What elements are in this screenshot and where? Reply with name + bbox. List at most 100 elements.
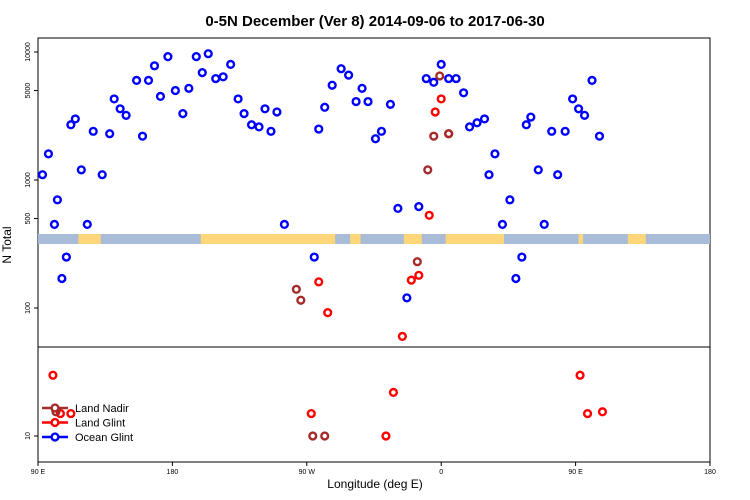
ocean-glint-point bbox=[414, 201, 424, 212]
ocean-glint-point bbox=[121, 110, 131, 120]
land-glint-point bbox=[436, 94, 446, 104]
ocean-glint-point bbox=[82, 219, 92, 229]
ocean-glint-point bbox=[357, 83, 367, 93]
ocean-glint-point bbox=[203, 49, 213, 59]
data-points bbox=[37, 49, 608, 441]
surface-band bbox=[38, 234, 710, 244]
x-axis: 90 E 180 90 W 0 90 E 180 bbox=[31, 462, 716, 476]
ocean-glint-point bbox=[260, 104, 270, 114]
legend-item: Land Glint bbox=[42, 418, 125, 430]
ocean-glint-point bbox=[351, 96, 361, 107]
land-glint-point bbox=[430, 107, 440, 117]
ocean-glint-point bbox=[184, 83, 194, 93]
ocean-glint-point bbox=[226, 59, 236, 70]
ocean-glint-point bbox=[490, 149, 500, 159]
ocean-glint-point bbox=[553, 170, 563, 180]
land-glint-point bbox=[397, 331, 407, 341]
legend-label: Ocean Glint bbox=[75, 432, 133, 444]
chart-title: 0-5N December (Ver 8) 2014-09-06 to 2017… bbox=[205, 13, 544, 30]
ocean-glint-point bbox=[539, 219, 549, 229]
ocean-glint-point bbox=[573, 104, 584, 114]
legend-item: Land Nadir bbox=[42, 403, 129, 415]
ocean-glint-point bbox=[497, 219, 508, 229]
x-tick-label: 180 bbox=[704, 469, 716, 476]
land-band-segment bbox=[350, 234, 361, 244]
land-glint-point bbox=[48, 370, 58, 380]
land-glint-point bbox=[582, 408, 593, 419]
legend-marker bbox=[50, 403, 60, 413]
land-band-segment bbox=[78, 234, 101, 244]
ocean-glint-point bbox=[109, 94, 119, 104]
y-tick-label: 10000 bbox=[25, 42, 32, 62]
ocean-glint-point bbox=[70, 114, 80, 124]
legend-item: Ocean Glint bbox=[42, 432, 133, 444]
ocean-glint-point bbox=[149, 61, 160, 71]
ocean-glint-point bbox=[393, 203, 403, 213]
ocean-glint-point bbox=[105, 129, 115, 139]
ocean-glint-point bbox=[314, 124, 324, 134]
ocean-glint-point bbox=[568, 94, 578, 104]
ocean-glint-point bbox=[560, 126, 570, 136]
ocean-glint-point bbox=[43, 149, 54, 159]
legend-label: Land Glint bbox=[75, 418, 125, 430]
ocean-glint-point bbox=[49, 219, 60, 229]
y-tick-label: 100 bbox=[25, 302, 32, 314]
y-axis: 100 500 1000 5000 10000 10 bbox=[25, 42, 38, 440]
ocean-glint-point bbox=[309, 252, 319, 262]
ocean-glint-point bbox=[52, 195, 63, 205]
ocean-glint-point bbox=[464, 122, 475, 132]
land-band-segment bbox=[578, 234, 584, 244]
land-nadir-point bbox=[435, 71, 445, 81]
ocean-glint-point bbox=[479, 114, 490, 124]
x-axis-label: Longitude (deg E) bbox=[327, 477, 422, 491]
ocean-glint-point bbox=[66, 120, 76, 130]
land-glint-point bbox=[323, 308, 333, 318]
ocean-glint-point bbox=[547, 126, 557, 136]
land-glint-point bbox=[55, 408, 66, 419]
land-glint-point bbox=[306, 408, 316, 419]
ocean-glint-point bbox=[533, 165, 543, 175]
ocean-glint-point bbox=[97, 170, 107, 180]
ocean-glint-point bbox=[376, 126, 387, 136]
ocean-glint-point bbox=[266, 126, 276, 136]
legend-marker bbox=[50, 432, 60, 442]
y-axis-label: N Total bbox=[0, 226, 14, 263]
land-glint-point bbox=[66, 408, 76, 419]
land-glint-point bbox=[414, 270, 424, 280]
ocean-glint-point bbox=[163, 52, 173, 62]
ocean-glint-point bbox=[436, 59, 446, 70]
ocean-glint-point bbox=[143, 75, 154, 85]
ocean-glint-point bbox=[336, 64, 346, 74]
land-glint-point bbox=[381, 431, 391, 441]
ocean-glint-point bbox=[363, 96, 373, 107]
ocean-glint-point bbox=[272, 107, 282, 117]
ocean-glint-point bbox=[88, 126, 98, 136]
land-glint-point bbox=[314, 277, 324, 287]
ocean-glint-point bbox=[444, 73, 454, 84]
ocean-glint-point bbox=[155, 91, 166, 101]
ocean-glint-point bbox=[37, 170, 48, 180]
ocean-glint-point bbox=[178, 109, 188, 119]
ocean-glint-point bbox=[327, 80, 337, 90]
land-glint-point bbox=[424, 210, 434, 220]
land-glint-point bbox=[406, 275, 416, 285]
ocean-glint-point bbox=[594, 131, 605, 141]
ocean-glint-point bbox=[511, 273, 521, 284]
ocean-glint-point bbox=[385, 99, 396, 109]
land-nadir-point bbox=[423, 165, 433, 175]
ocean-glint-point bbox=[218, 72, 228, 82]
x-tick-label: 90 E bbox=[31, 469, 46, 476]
land-nadir-point bbox=[308, 431, 318, 441]
plot-frame bbox=[37, 37, 711, 463]
ocean-glint-point bbox=[587, 75, 597, 85]
ocean-glint-point bbox=[421, 73, 431, 84]
ocean-glint-point bbox=[344, 70, 354, 80]
ocean-glint-point bbox=[517, 252, 527, 262]
land-nadir-point bbox=[444, 129, 454, 139]
ocean-glint-point bbox=[170, 85, 180, 96]
ocean-glint-point bbox=[61, 252, 71, 262]
ocean-glint-point bbox=[459, 88, 469, 98]
land-band-segment bbox=[200, 234, 336, 244]
ocean-glint-point bbox=[484, 170, 494, 180]
